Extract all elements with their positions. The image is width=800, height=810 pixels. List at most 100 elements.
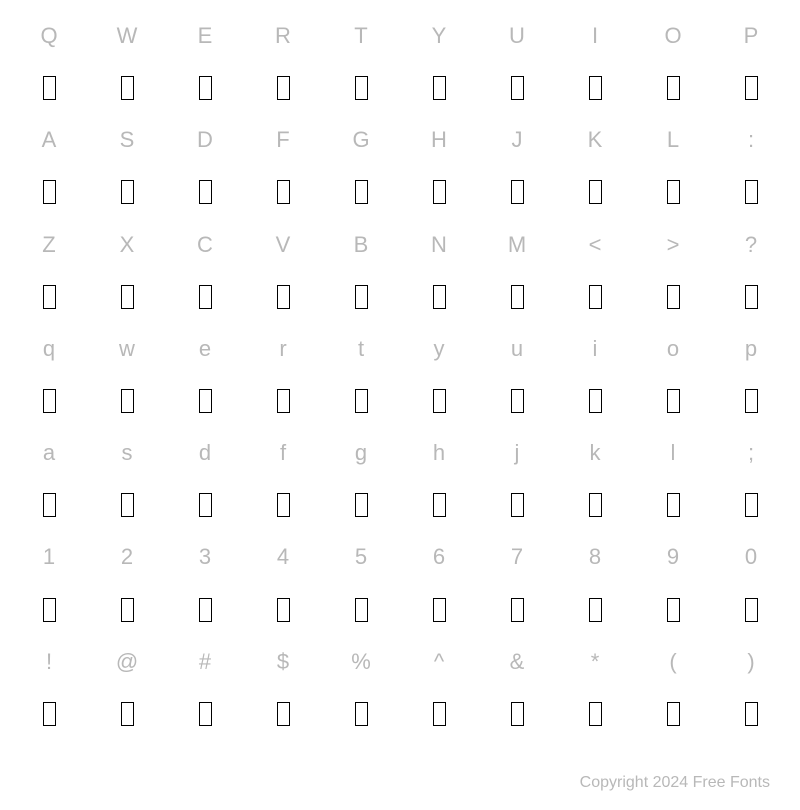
char-label: a	[10, 427, 88, 479]
char-label: (	[634, 636, 712, 688]
char-label-text: 9	[667, 544, 679, 570]
missing-glyph-box	[667, 180, 680, 204]
char-label-text: M	[508, 232, 526, 258]
char-label-text: (	[669, 649, 676, 675]
char-label-text: u	[511, 336, 523, 362]
char-label-text: a	[43, 440, 55, 466]
glyph-cell	[166, 375, 244, 427]
char-label: D	[166, 114, 244, 166]
char-label: t	[322, 323, 400, 375]
char-label-text: h	[433, 440, 445, 466]
missing-glyph-box	[667, 389, 680, 413]
char-label-text: I	[592, 23, 598, 49]
char-label: T	[322, 10, 400, 62]
char-label-text: p	[745, 336, 757, 362]
char-label-text: 7	[511, 544, 523, 570]
char-label: P	[712, 10, 790, 62]
char-label-text: E	[198, 23, 213, 49]
char-label: d	[166, 427, 244, 479]
missing-glyph-box	[745, 285, 758, 309]
glyph-cell	[634, 688, 712, 740]
missing-glyph-box	[121, 389, 134, 413]
glyph-cell	[556, 688, 634, 740]
char-label-text: :	[748, 127, 754, 153]
missing-glyph-box	[433, 493, 446, 517]
missing-glyph-box	[745, 702, 758, 726]
char-label: ^	[400, 636, 478, 688]
missing-glyph-box	[277, 598, 290, 622]
glyph-cell	[166, 166, 244, 218]
char-label: >	[634, 219, 712, 271]
glyph-cell	[88, 166, 166, 218]
glyph-cell	[322, 271, 400, 323]
char-label: Q	[10, 10, 88, 62]
char-label: E	[166, 10, 244, 62]
missing-glyph-box	[43, 598, 56, 622]
char-label: 2	[88, 531, 166, 583]
char-label-text: f	[280, 440, 286, 466]
glyph-cell	[400, 584, 478, 636]
glyph-cell	[10, 375, 88, 427]
glyph-cell	[712, 166, 790, 218]
char-label: %	[322, 636, 400, 688]
char-label-text: X	[120, 232, 135, 258]
char-label-text: *	[591, 649, 600, 675]
char-label-text: s	[122, 440, 133, 466]
char-label: 8	[556, 531, 634, 583]
missing-glyph-box	[433, 76, 446, 100]
glyph-cell	[322, 375, 400, 427]
glyph-cell	[556, 166, 634, 218]
glyph-cell	[478, 584, 556, 636]
char-label-text: K	[588, 127, 603, 153]
char-label-text: 5	[355, 544, 367, 570]
glyph-cell	[322, 479, 400, 531]
char-label-text: &	[510, 649, 525, 675]
char-label: ?	[712, 219, 790, 271]
copyright-text: Copyright 2024 Free Fonts	[580, 774, 770, 792]
glyph-cell	[634, 584, 712, 636]
glyph-cell	[88, 688, 166, 740]
glyph-cell	[478, 166, 556, 218]
char-label-text: t	[358, 336, 364, 362]
char-label-text: @	[116, 649, 138, 675]
glyph-cell	[634, 62, 712, 114]
char-label-text: T	[354, 23, 367, 49]
missing-glyph-box	[277, 180, 290, 204]
char-label: r	[244, 323, 322, 375]
missing-glyph-box	[355, 598, 368, 622]
char-label: 1	[10, 531, 88, 583]
char-label-text: R	[275, 23, 291, 49]
missing-glyph-box	[511, 180, 524, 204]
missing-glyph-box	[511, 285, 524, 309]
missing-glyph-box	[433, 702, 446, 726]
missing-glyph-box	[43, 76, 56, 100]
glyph-cell	[88, 479, 166, 531]
missing-glyph-box	[121, 598, 134, 622]
missing-glyph-box	[43, 702, 56, 726]
glyph-cell	[556, 271, 634, 323]
glyph-cell	[244, 479, 322, 531]
char-label: ;	[712, 427, 790, 479]
missing-glyph-box	[43, 180, 56, 204]
missing-glyph-box	[433, 180, 446, 204]
char-label-text: J	[512, 127, 523, 153]
glyph-cell	[400, 375, 478, 427]
char-label: F	[244, 114, 322, 166]
glyph-cell	[478, 271, 556, 323]
glyph-cell	[556, 62, 634, 114]
char-label-text: B	[354, 232, 369, 258]
char-label-text: G	[352, 127, 369, 153]
glyph-cell	[478, 479, 556, 531]
glyph-cell	[166, 271, 244, 323]
char-label-text: U	[509, 23, 525, 49]
glyph-cell	[166, 584, 244, 636]
glyph-cell	[634, 166, 712, 218]
glyph-cell	[712, 584, 790, 636]
char-label-text: L	[667, 127, 679, 153]
char-label-text: 4	[277, 544, 289, 570]
char-label-text: l	[671, 440, 676, 466]
char-label: p	[712, 323, 790, 375]
missing-glyph-box	[199, 702, 212, 726]
missing-glyph-box	[121, 180, 134, 204]
char-label: 0	[712, 531, 790, 583]
